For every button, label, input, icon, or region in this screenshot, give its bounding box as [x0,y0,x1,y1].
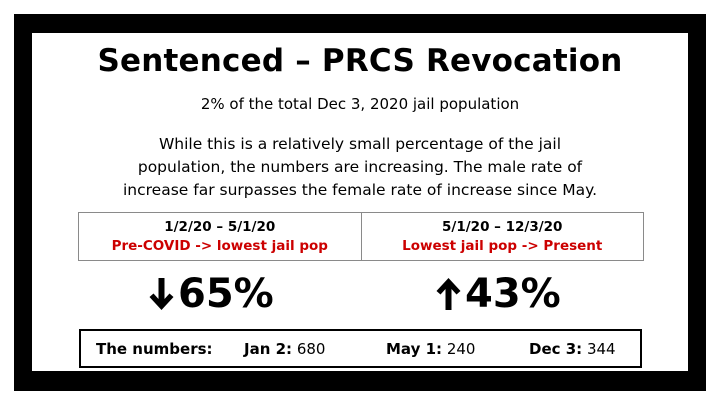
number-label: May 1: [386,339,443,358]
slide-subtitle: 2% of the total Dec 3, 2020 jail populat… [200,95,520,113]
number-item: Jan 2: 680 [244,340,325,358]
body-line: While this is a relatively small percent… [158,135,562,153]
number-value: 680 [296,339,326,358]
number-value: 240 [446,339,476,358]
change-decrease: 65% [148,271,274,317]
number-item: May 1: 240 [386,340,475,358]
period-description: Pre-COVID -> lowest jail pop [111,238,328,254]
number-value: 344 [586,339,616,358]
number-label: Dec 3: [529,339,583,358]
slide: Sentenced – PRCS Revocation 2% of the to… [32,33,688,371]
numbers-box: The numbers: Jan 2: 680 May 1: 240 Dec 3… [79,329,642,368]
period-table: 1/2/20 – 5/1/20 Pre-COVID -> lowest jail… [78,212,644,261]
change-value: 65% [178,271,274,317]
slide-title: Sentenced – PRCS Revocation [97,43,623,79]
body-line: population, the numbers are increasing. … [137,158,583,176]
number-label: Jan 2: [244,339,293,358]
period-range: 1/2/20 – 5/1/20 [164,219,276,235]
body-text: While this is a relatively small percent… [72,133,648,202]
arrow-down-icon [149,278,174,310]
period-range: 5/1/20 – 12/3/20 [442,219,563,235]
numbers-heading: The numbers: [96,339,213,358]
change-value: 43% [465,271,561,317]
period-pre-covid: 1/2/20 – 5/1/20 Pre-COVID -> lowest jail… [79,213,361,260]
number-item: Dec 3: 344 [529,340,616,358]
period-description: Lowest jail pop -> Present [402,238,603,254]
period-present: 5/1/20 – 12/3/20 Lowest jail pop -> Pres… [360,213,644,260]
change-increase: 43% [435,271,561,317]
body-line: increase far surpasses the female rate o… [122,181,598,199]
arrow-up-icon [436,278,461,310]
